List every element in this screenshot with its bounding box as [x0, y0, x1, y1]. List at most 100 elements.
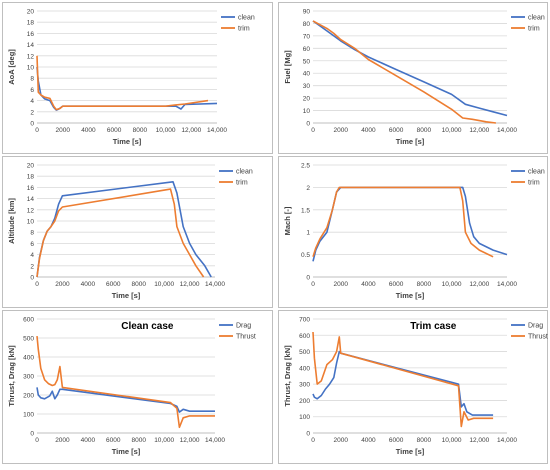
x-axis-label: Time [s]: [396, 447, 425, 456]
x-tick-label: 10,000: [442, 281, 462, 288]
series-line-trim: [312, 186, 494, 258]
chart-panel-fuel: 0 10 20 30 40 50 60 70 80 90 0 2000 4000 6000 8000 10,0…: [278, 2, 548, 154]
y-tick-label: 2: [306, 185, 310, 192]
x-tick-label: 12,000: [180, 437, 200, 444]
y-tick-label: 6: [30, 87, 34, 94]
chart-panel-altitude: 0 2 4 6 8 10 12 14 16 18 20 0 2000 4000 6000 8000 10,000…: [2, 156, 273, 308]
fuel-chart: 0 10 20 30 40 50 60 70 80 90 0 2000 4000 6000 8000 10,0…: [283, 9, 545, 147]
x-tick-label: 12,000: [180, 281, 200, 288]
y-tick-label: 16: [27, 31, 35, 38]
y-tick-label: 4: [30, 98, 34, 105]
x-tick-label: 12,000: [469, 127, 489, 134]
y-tick-label: 300: [23, 374, 34, 381]
x-tick-label: 2000: [55, 437, 70, 444]
x-tick-label: 4000: [81, 437, 96, 444]
y-tick-label: 100: [23, 412, 34, 419]
y-tick-label: 0: [306, 275, 310, 282]
y-tick-label: 30: [303, 83, 311, 90]
y-tick-label: 1: [306, 230, 310, 237]
series-line-trim: [312, 20, 496, 124]
y-tick-label: 50: [303, 58, 311, 65]
series-line-drag: [312, 350, 494, 416]
y-tick-label: 100: [299, 414, 310, 421]
x-tick-label: 4000: [361, 127, 376, 134]
legend-label-trim: trim: [238, 26, 250, 33]
y-tick-label: 300: [299, 382, 310, 389]
y-tick-label: 400: [23, 355, 34, 362]
x-tick-label: 14,000: [207, 127, 227, 134]
y-tick-label: 600: [299, 333, 310, 340]
series-line-drag: [36, 387, 215, 413]
x-tick-label: 10,000: [442, 127, 462, 134]
x-tick-label: 0: [311, 127, 315, 134]
series-line-clean: [312, 186, 508, 262]
y-tick-label: 500: [299, 349, 310, 356]
y-tick-label: 600: [23, 317, 34, 324]
y-tick-label: 14: [27, 196, 35, 203]
x-tick-label: 14,000: [205, 437, 225, 444]
x-tick-label: 6000: [106, 281, 121, 288]
y-tick-label: 90: [303, 9, 311, 16]
x-tick-label: 6000: [389, 281, 404, 288]
x-axis-label: Time [s]: [113, 137, 142, 146]
y-axis-label: Fuel [Mg]: [283, 50, 292, 84]
series-line-thrust: [312, 331, 494, 428]
x-tick-label: 2000: [333, 281, 348, 288]
legend-label-thrust: Thrust: [236, 334, 256, 341]
y-tick-label: 700: [299, 317, 310, 324]
x-tick-label: 8000: [417, 127, 432, 134]
legend-label-thrust: Thrust: [528, 334, 548, 341]
y-tick-label: 8: [30, 230, 34, 237]
legend-label-drag: Drag: [528, 323, 543, 330]
mach-chart: 0 0.5 1 1.5 2 2.5 0 2000 4000 6000 8000 10,000 12,00…: [283, 163, 545, 301]
y-tick-label: 40: [303, 71, 311, 78]
y-tick-label: 0: [306, 121, 310, 128]
y-tick-label: 10: [27, 65, 35, 72]
x-tick-label: 14,000: [497, 127, 517, 134]
legend-label-drag: Drag: [236, 323, 251, 330]
y-tick-label: 14: [27, 42, 35, 49]
y-tick-label: 0: [30, 121, 34, 128]
x-tick-label: 8000: [417, 281, 432, 288]
y-tick-label: 80: [303, 21, 311, 28]
y-tick-label: 20: [27, 163, 35, 170]
y-tick-label: 8: [30, 76, 34, 83]
y-tick-label: 70: [303, 33, 311, 40]
x-tick-label: 0: [35, 127, 39, 134]
x-axis-label: Time [s]: [112, 291, 141, 300]
x-tick-label: 6000: [106, 437, 121, 444]
chart-panel-aoa: 0 2 4 6 8 10 12 14 16 18 20 0 2000 4000 6000 8000 10,000…: [2, 2, 273, 154]
aoa-chart: 0 2 4 6 8 10 12 14 16 18 20 0 2000 4000 6000 8000 10,000…: [7, 9, 255, 147]
x-tick-label: 4000: [361, 281, 376, 288]
x-tick-label: 6000: [389, 437, 404, 444]
legend-label-trim: trim: [528, 180, 540, 187]
y-tick-label: 1.5: [301, 207, 310, 214]
y-tick-label: 60: [303, 46, 311, 53]
y-tick-label: 20: [303, 96, 311, 103]
y-tick-label: 0: [306, 431, 310, 438]
legend-label-trim: trim: [528, 26, 540, 33]
x-tick-label: 2000: [333, 127, 348, 134]
x-axis-label: Time [s]: [112, 447, 141, 456]
y-tick-label: 18: [27, 20, 35, 27]
x-tick-label: 12,000: [181, 127, 201, 134]
series-line-trim: [36, 188, 205, 278]
legend-label-clean: clean: [528, 15, 545, 22]
chart-panel-mach: 0 0.5 1 1.5 2 2.5 0 2000 4000 6000 8000 10,000 12,00…: [278, 156, 548, 308]
y-tick-label: 4: [30, 252, 34, 259]
y-tick-label: 500: [23, 336, 34, 343]
y-axis-label: Thrust, Drag [kN]: [7, 345, 16, 407]
y-axis-label: Thrust, Drag [kN]: [283, 345, 292, 407]
chart-panel-clean-case: 0 100 200 300 400 500 600 0 2000 4000 6000 8000 10,0…: [2, 310, 273, 464]
y-tick-label: 12: [27, 53, 35, 60]
chart-title: Trim case: [410, 321, 457, 332]
x-tick-label: 8000: [417, 437, 432, 444]
chart-title: Clean case: [121, 321, 174, 332]
y-tick-label: 12: [27, 207, 35, 214]
x-tick-label: 4000: [361, 437, 376, 444]
chart-panel-trim-case: 0 100 200 300 400 500 600 700 0 2000 4000 6000 8000 1…: [278, 310, 548, 464]
x-tick-label: 0: [311, 437, 315, 444]
x-tick-label: 14,000: [205, 281, 225, 288]
x-tick-label: 8000: [133, 127, 148, 134]
